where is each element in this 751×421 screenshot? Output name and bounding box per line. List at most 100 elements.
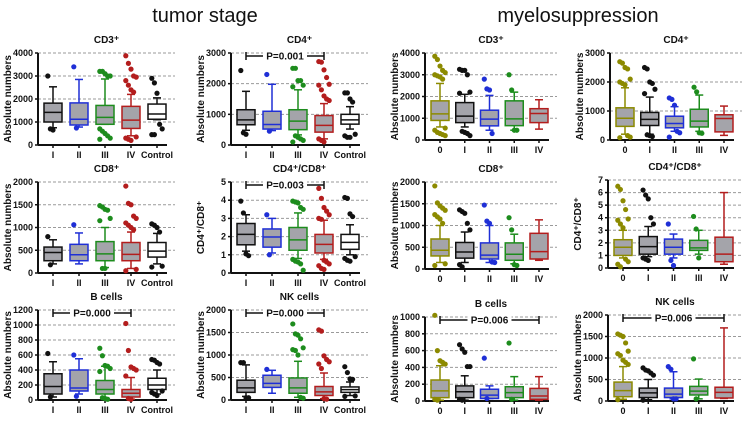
panel-title: B cells [90,292,123,303]
box [664,115,685,129]
outlier-point [290,321,296,327]
y-axis-label: Absolute numbers [390,181,401,269]
y-tick-label: 200 [18,380,33,390]
outlier-point [506,72,512,78]
x-tick-label: IV [127,150,136,160]
box-group-iii: III [288,321,308,415]
outlier-point [321,353,327,359]
box [479,109,500,127]
outlier-point [125,82,131,88]
panel-title: CD4⁺ [663,35,688,46]
p-value-label: P=0.001 [266,52,304,63]
outlier-point [105,207,111,213]
outlier-point [318,87,324,93]
outlier-point [123,78,129,84]
y-tick-label: 2000 [13,177,33,187]
outlier-point [97,218,103,224]
x-tick-label: Control [141,278,173,288]
p-value-background [651,312,696,324]
p-value-bracket: P=0.000 [245,307,325,320]
y-tick-label: 4000 [13,48,33,58]
outlier-point [300,206,306,212]
x-tick-label: I [463,274,466,284]
x-tick-label: III [294,405,302,415]
outlier-point [677,130,683,136]
p-value-bracket: P=0.001 [245,50,325,63]
x-tick-label: II [76,278,81,288]
y-tick-label: 2000 [13,94,33,104]
y-tick-label: 600 [405,346,420,356]
outlier-point [154,392,160,399]
outlier-point [107,73,113,79]
outlier-point [321,139,327,145]
y-tick-label: 1000 [400,113,420,123]
x-tick-label: IV [720,145,729,155]
box [479,242,500,260]
outlier-point [699,130,705,136]
outlier-point [467,363,473,370]
box-group-ii: II [69,222,89,288]
outlier-point [481,202,487,208]
box-group-ii: II [69,64,89,160]
x-tick-label: I [245,278,248,288]
box [262,374,282,389]
box-group-iii: III [504,72,524,155]
y-axis-label: Absolute numbers [3,311,14,399]
outlier-point [625,66,631,72]
outlier-point [295,200,301,206]
outlier-point [344,90,350,96]
outlier-point [240,360,246,366]
x-tick-label: II [76,405,81,415]
outlier-point [619,60,626,66]
x-tick-label: I [647,406,650,416]
box-group-ii: II [69,352,89,415]
outlier-point [316,361,322,367]
box-group-0: 0 [615,59,635,155]
box-group-ii: II [663,364,684,416]
box-group-ii: II [479,202,500,284]
box [262,228,282,248]
x-tick-label: I [463,145,466,155]
y-tick-label: 5 [221,177,226,187]
outlier-point [467,133,473,139]
x-tick-label: I [52,278,55,288]
outlier-point [489,130,495,137]
box [95,240,115,262]
outlier-point [625,361,631,368]
y-tick-label: 1000 [13,223,33,233]
outlier-point [623,340,629,346]
y-tick-label: 2 [598,238,603,248]
y-tick-label: 500 [211,373,226,383]
outlier-point [347,134,353,140]
box [288,377,308,395]
x-tick-label: Control [334,405,366,415]
outlier-point [352,254,358,260]
outlier-point [344,195,350,201]
box [689,239,709,252]
y-tick-label: 200 [405,379,420,389]
y-tick-label: 2000 [583,310,603,320]
box-group-control: Control [334,364,366,415]
outlier-point [617,186,624,193]
outlier-point [442,261,448,267]
outlier-point [645,196,651,202]
y-tick-label: 3000 [206,48,226,58]
outlier-point [342,364,348,370]
outlier-point [157,229,163,235]
outlier-point [350,213,356,220]
panel-title: CD8⁺ [94,164,119,175]
y-tick-label: 0 [600,135,605,145]
x-tick-label: IV [320,278,329,288]
y-axis-label: CD4⁺/CD8⁺ [196,201,207,254]
outlier-point [133,215,139,221]
p-value-bracket: P=0.000 [52,307,132,320]
box [615,107,635,128]
outlier-point [246,253,252,259]
box [288,108,308,131]
outlier-point [149,75,155,81]
box-group-iii: III [95,68,115,160]
outlier-point [105,396,111,402]
outlier-point [321,67,327,73]
outlier-point [434,348,440,354]
y-tick-label: 0 [598,396,603,406]
